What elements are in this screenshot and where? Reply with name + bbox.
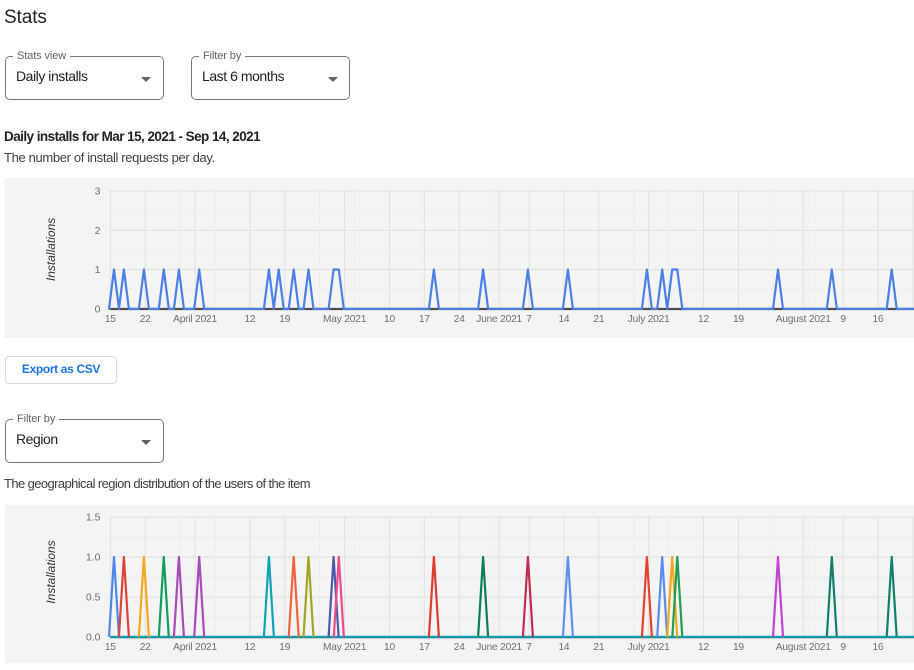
svg-text:19: 19: [279, 642, 290, 653]
svg-text:July 2021: July 2021: [628, 314, 670, 325]
svg-text:April 2021: April 2021: [173, 642, 217, 653]
svg-text:June 2021: June 2021: [476, 642, 522, 653]
svg-text:16: 16: [873, 314, 884, 325]
svg-text:24: 24: [454, 314, 465, 325]
svg-text:19: 19: [279, 314, 290, 325]
svg-text:Installations: Installations: [44, 218, 58, 281]
svg-text:7: 7: [526, 314, 532, 325]
svg-text:14: 14: [558, 314, 569, 325]
svg-text:17: 17: [419, 642, 430, 653]
svg-text:August 2021: August 2021: [776, 314, 832, 325]
svg-text:17: 17: [419, 314, 430, 325]
svg-text:22: 22: [140, 642, 151, 653]
svg-text:April 2021: April 2021: [173, 314, 217, 325]
svg-text:19: 19: [733, 314, 744, 325]
svg-text:7: 7: [526, 642, 532, 653]
svg-text:12: 12: [244, 314, 255, 325]
svg-text:Installations: Installations: [44, 540, 58, 603]
svg-text:9: 9: [840, 642, 846, 653]
svg-text:1.5: 1.5: [86, 512, 101, 524]
svg-text:May 2021: May 2021: [323, 314, 367, 325]
svg-text:3: 3: [95, 186, 101, 198]
svg-text:14: 14: [558, 642, 569, 653]
svg-text:May 2021: May 2021: [323, 642, 367, 653]
svg-text:24: 24: [454, 642, 465, 653]
svg-text:10: 10: [384, 642, 395, 653]
svg-text:10: 10: [384, 314, 395, 325]
svg-text:0.5: 0.5: [86, 592, 101, 604]
svg-text:1.0: 1.0: [86, 552, 101, 564]
svg-text:July 2021: July 2021: [628, 642, 670, 653]
svg-text:June 2021: June 2021: [476, 314, 522, 325]
svg-text:0.0: 0.0: [86, 632, 101, 644]
svg-text:19: 19: [733, 642, 744, 653]
svg-text:21: 21: [593, 314, 604, 325]
svg-text:22: 22: [140, 314, 151, 325]
svg-text:12: 12: [244, 642, 255, 653]
svg-text:15: 15: [105, 314, 116, 325]
svg-text:12: 12: [698, 314, 709, 325]
svg-text:1: 1: [95, 264, 101, 276]
svg-text:August 2021: August 2021: [776, 642, 832, 653]
svg-text:15: 15: [105, 642, 116, 653]
svg-text:9: 9: [840, 314, 846, 325]
svg-text:2: 2: [95, 225, 101, 237]
svg-text:21: 21: [593, 642, 604, 653]
svg-text:0: 0: [95, 303, 101, 315]
svg-text:16: 16: [873, 642, 884, 653]
svg-text:12: 12: [698, 642, 709, 653]
